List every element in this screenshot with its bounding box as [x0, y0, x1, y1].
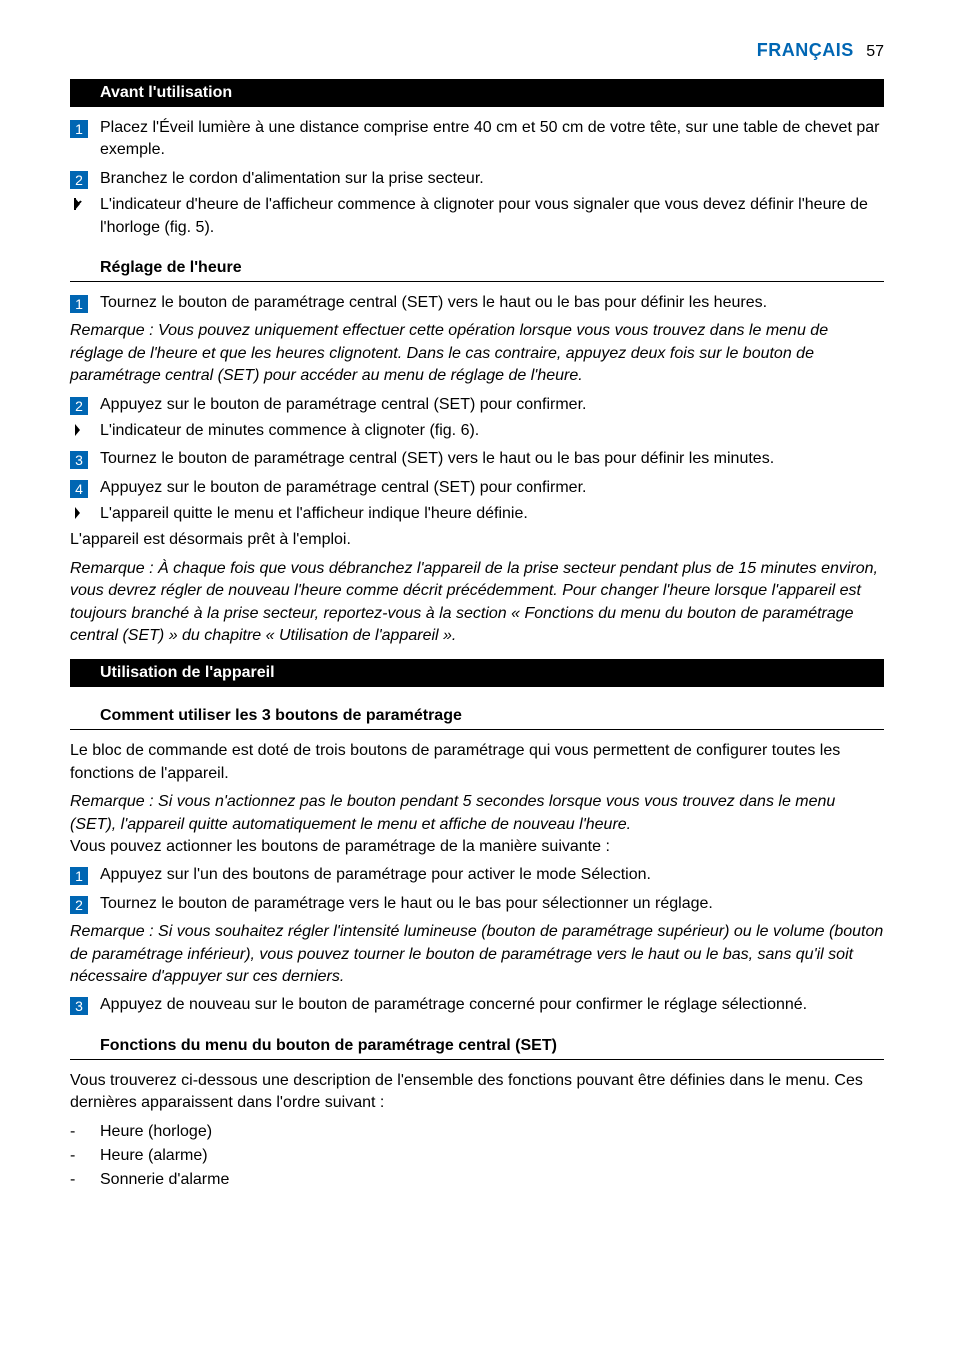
step-text: Tournez le bouton de paramétrage central…	[100, 448, 774, 470]
page-container: FRANÇAIS 57 Avant l'utilisation 1 Placez…	[0, 0, 954, 1254]
time-note-1: Remarque : Vous pouvez uniquement effect…	[70, 320, 884, 387]
time-step-3: 3 Tournez le bouton de paramétrage centr…	[70, 448, 884, 470]
step-number-icon: 3	[70, 997, 88, 1015]
list-item-text: Sonnerie d'alarme	[100, 1169, 229, 1191]
functions-list: - Heure (horloge) - Heure (alarme) - Son…	[70, 1121, 884, 1192]
before-use-step-1: 1 Placez l'Éveil lumière à une distance …	[70, 117, 884, 162]
subheading-set-functions: Fonctions du menu du bouton de paramétra…	[70, 1031, 884, 1060]
bullet-text: L'indicateur d'heure de l'afficheur comm…	[100, 194, 884, 239]
usage-para-2: Vous pouvez actionner les boutons de par…	[70, 838, 610, 855]
list-item: - Heure (alarme)	[70, 1145, 884, 1167]
time-note-2: Remarque : À chaque fois que vous débran…	[70, 558, 884, 648]
step-text: Tournez le bouton de paramétrage vers le…	[100, 893, 713, 915]
step-number-icon: 1	[70, 120, 88, 138]
usage-para-1: Le bloc de commande est doté de trois bo…	[70, 740, 884, 785]
usage-para-3: Vous trouverez ci-dessous une descriptio…	[70, 1070, 884, 1115]
step-number-icon: 1	[70, 867, 88, 885]
arrow-icon	[70, 197, 88, 216]
before-use-step-2: 2 Branchez le cordon d'alimentation sur …	[70, 168, 884, 190]
step-text: Placez l'Éveil lumière à une distance co…	[100, 117, 884, 162]
bullet-text: L'indicateur de minutes commence à clign…	[100, 420, 479, 442]
usage-step-3: 3 Appuyez de nouveau sur le bouton de pa…	[70, 994, 884, 1016]
header-language: FRANÇAIS	[757, 40, 854, 60]
dash-icon: -	[70, 1121, 88, 1143]
list-item: - Sonnerie d'alarme	[70, 1169, 884, 1191]
usage-note-1-block: Remarque : Si vous n'actionnez pas le bo…	[70, 791, 884, 858]
step-text: Appuyez sur le bouton de paramétrage cen…	[100, 394, 586, 416]
usage-step-1: 1 Appuyez sur l'un des boutons de paramé…	[70, 864, 884, 886]
usage-step-2: 2 Tournez le bouton de paramétrage vers …	[70, 893, 884, 915]
time-bullet-2a: L'indicateur de minutes commence à clign…	[70, 420, 884, 442]
step-number-icon: 1	[70, 295, 88, 313]
arrow-icon	[70, 506, 88, 525]
step-text: Appuyez sur le bouton de paramétrage cen…	[100, 477, 586, 499]
list-item: - Heure (horloge)	[70, 1121, 884, 1143]
dash-icon: -	[70, 1145, 88, 1167]
step-number-icon: 2	[70, 171, 88, 189]
step-text: Branchez le cordon d'alimentation sur la…	[100, 168, 484, 190]
list-item-text: Heure (horloge)	[100, 1121, 212, 1143]
time-step-4: 4 Appuyez sur le bouton de paramétrage c…	[70, 477, 884, 499]
step-text: Appuyez sur l'un des boutons de paramétr…	[100, 864, 651, 886]
time-bullet-4a: L'appareil quitte le menu et l'afficheur…	[70, 503, 884, 525]
subheading-3-buttons: Comment utiliser les 3 boutons de paramé…	[70, 701, 884, 730]
dash-icon: -	[70, 1169, 88, 1191]
bullet-text: L'appareil quitte le menu et l'afficheur…	[100, 503, 528, 525]
time-step-2: 2 Appuyez sur le bouton de paramétrage c…	[70, 394, 884, 416]
usage-note-2: Remarque : Si vous souhaitez régler l'in…	[70, 921, 884, 988]
step-number-icon: 2	[70, 397, 88, 415]
subheading-time-setting: Réglage de l'heure	[70, 253, 884, 282]
header-page-number: 57	[866, 43, 884, 60]
page-header: FRANÇAIS 57	[70, 40, 884, 61]
step-number-icon: 2	[70, 896, 88, 914]
list-item-text: Heure (alarme)	[100, 1145, 208, 1167]
section-title-before-use: Avant l'utilisation	[70, 79, 884, 107]
usage-note-1: Remarque : Si vous n'actionnez pas le bo…	[70, 793, 835, 832]
step-text: Tournez le bouton de paramétrage central…	[100, 292, 767, 314]
time-para-ready: L'appareil est désormais prêt à l'emploi…	[70, 529, 884, 551]
section-title-usage: Utilisation de l'appareil	[70, 659, 884, 687]
before-use-bullet: L'indicateur d'heure de l'afficheur comm…	[70, 194, 884, 239]
arrow-icon	[70, 423, 88, 442]
step-number-icon: 3	[70, 451, 88, 469]
time-step-1: 1 Tournez le bouton de paramétrage centr…	[70, 292, 884, 314]
step-number-icon: 4	[70, 480, 88, 498]
step-text: Appuyez de nouveau sur le bouton de para…	[100, 994, 807, 1016]
